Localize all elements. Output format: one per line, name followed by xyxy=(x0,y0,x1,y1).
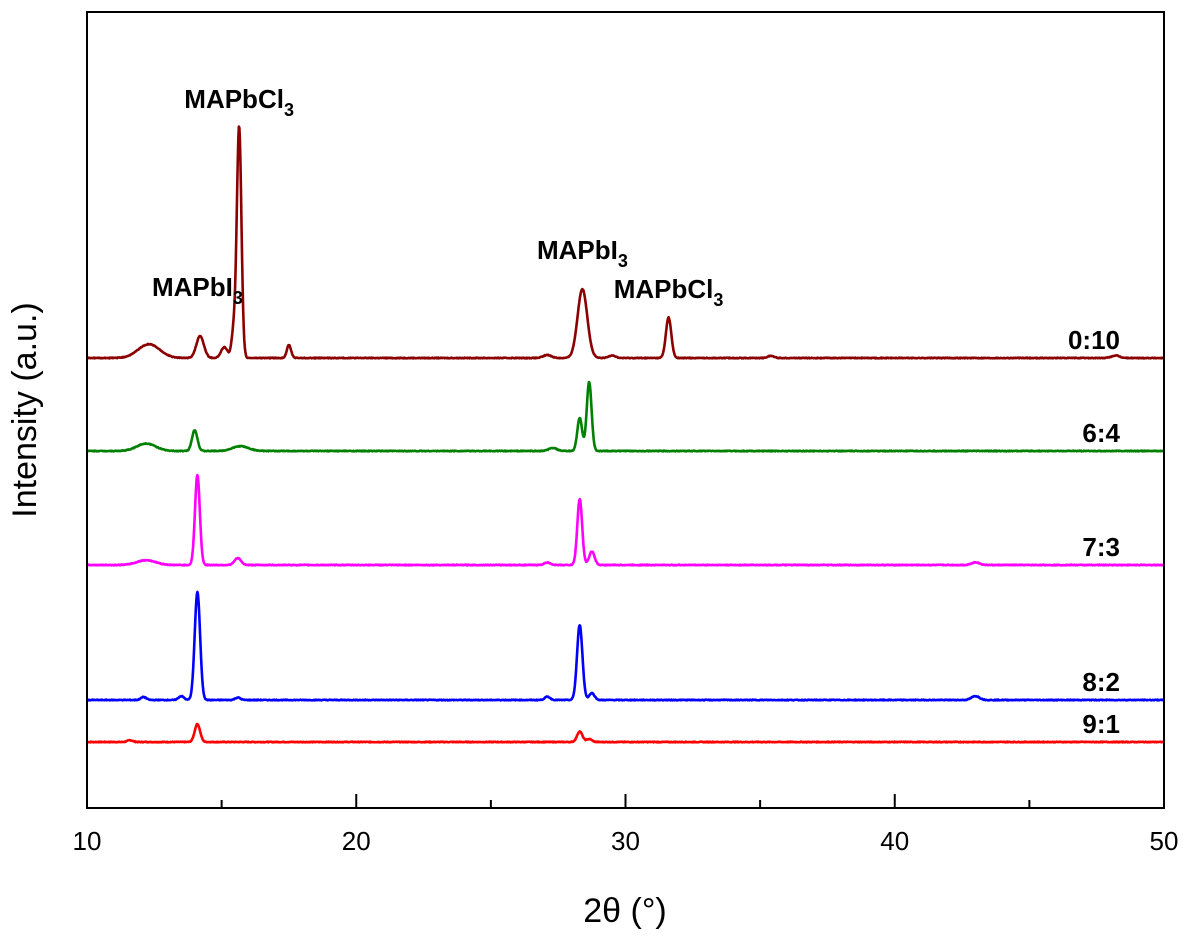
annotation-subscript: 3 xyxy=(233,288,243,308)
annotation-base: MAPbCl xyxy=(184,84,284,114)
annotation-subscript: 3 xyxy=(618,251,628,271)
peak-annotation: MAPbCl3 xyxy=(614,274,724,310)
annotation-base: MAPbI xyxy=(537,235,618,265)
series-label: 0:10 xyxy=(1068,325,1120,355)
annotation-subscript: 3 xyxy=(284,100,294,120)
series-label: 6:4 xyxy=(1082,418,1120,448)
x-tick-label: 40 xyxy=(880,826,909,856)
peak-annotation: MAPbI3 xyxy=(152,272,243,308)
x-tick-label: 30 xyxy=(611,826,640,856)
x-tick-label: 20 xyxy=(342,826,371,856)
series-labels: 9:1 8:2 7:3 6:4 0:10 xyxy=(1068,325,1121,739)
peak-annotation: MAPbI3 xyxy=(537,235,628,271)
series-label: 9:1 xyxy=(1082,709,1120,739)
annotation-base: MAPbCl xyxy=(614,274,714,304)
plot-frame xyxy=(86,11,1165,809)
x-tick-label: 50 xyxy=(1150,826,1179,856)
series-line-8-2 xyxy=(86,590,1165,702)
series-line-9-1 xyxy=(86,722,1165,744)
plot-area xyxy=(86,125,1165,744)
peak-annotation: MAPbCl3 xyxy=(184,84,294,120)
series-line-6-4 xyxy=(86,380,1165,453)
annotation-subscript: 3 xyxy=(713,290,723,310)
series-label: 7:3 xyxy=(1082,532,1120,562)
annotation-base: MAPbI xyxy=(152,272,233,302)
series-line-0-10 xyxy=(86,125,1165,360)
series-line-7-3 xyxy=(86,473,1165,567)
x-tick-label: 10 xyxy=(73,826,102,856)
x-axis-ticks xyxy=(86,794,1165,808)
y-axis-title: Intensity (a.u.) xyxy=(6,302,44,517)
x-axis-title: 2θ (°) xyxy=(583,892,667,930)
x-axis-tick-labels: 10 20 30 40 50 xyxy=(73,826,1179,856)
series-label: 8:2 xyxy=(1082,667,1120,697)
